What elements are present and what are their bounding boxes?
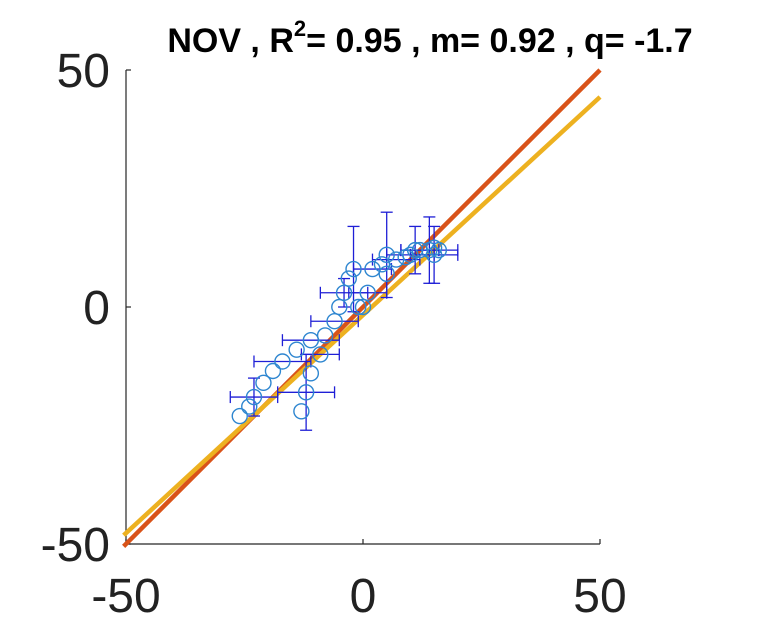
data-point <box>340 270 357 287</box>
data-point <box>274 353 291 370</box>
data-point <box>354 298 372 316</box>
data-point <box>316 327 334 344</box>
data-point <box>331 298 348 316</box>
regression-lines <box>122 68 602 548</box>
x-tick-label: -50 <box>91 570 160 617</box>
title-text-pre: NOV , R <box>167 22 294 60</box>
data-points <box>231 239 448 425</box>
tick-labels: -50 0 50 -50 0 50 <box>41 45 627 617</box>
data-point <box>406 241 424 259</box>
data-point <box>335 284 353 301</box>
error-bars <box>229 211 459 431</box>
data-point <box>255 374 272 392</box>
data-point <box>373 256 391 273</box>
data-point <box>378 246 395 264</box>
data-point <box>402 246 419 264</box>
data-point <box>231 407 248 425</box>
data-point <box>345 260 362 278</box>
x-tick-label: 50 <box>573 570 626 617</box>
data-point <box>350 298 367 316</box>
data-point <box>326 313 343 330</box>
data-point <box>378 265 395 283</box>
y-tick-label: -50 <box>41 519 110 572</box>
data-point <box>359 284 376 301</box>
title-superscript: 2 <box>294 16 306 41</box>
data-point <box>430 241 448 259</box>
data-point <box>364 260 381 278</box>
title-text-post: = 0.95 , m= 0.92 , q= -1.7 <box>306 22 693 60</box>
data-point <box>302 331 320 349</box>
x-tick-label: 0 <box>350 570 377 617</box>
data-point <box>264 362 282 380</box>
data-point <box>241 398 258 415</box>
chart-title: NOV , R2= 0.95 , m= 0.92 , q= -1.7 <box>167 16 692 60</box>
data-point <box>302 365 320 382</box>
data-point <box>288 341 305 358</box>
data-point <box>312 346 329 363</box>
data-point <box>293 403 310 420</box>
y-tick-label: 0 <box>83 282 110 335</box>
identity-line <box>122 68 602 548</box>
y-tick-label: 50 <box>57 45 110 98</box>
data-point <box>245 388 263 406</box>
data-point <box>387 251 405 268</box>
fit-line <box>122 95 602 537</box>
data-point <box>297 384 315 401</box>
data-point <box>425 246 443 264</box>
